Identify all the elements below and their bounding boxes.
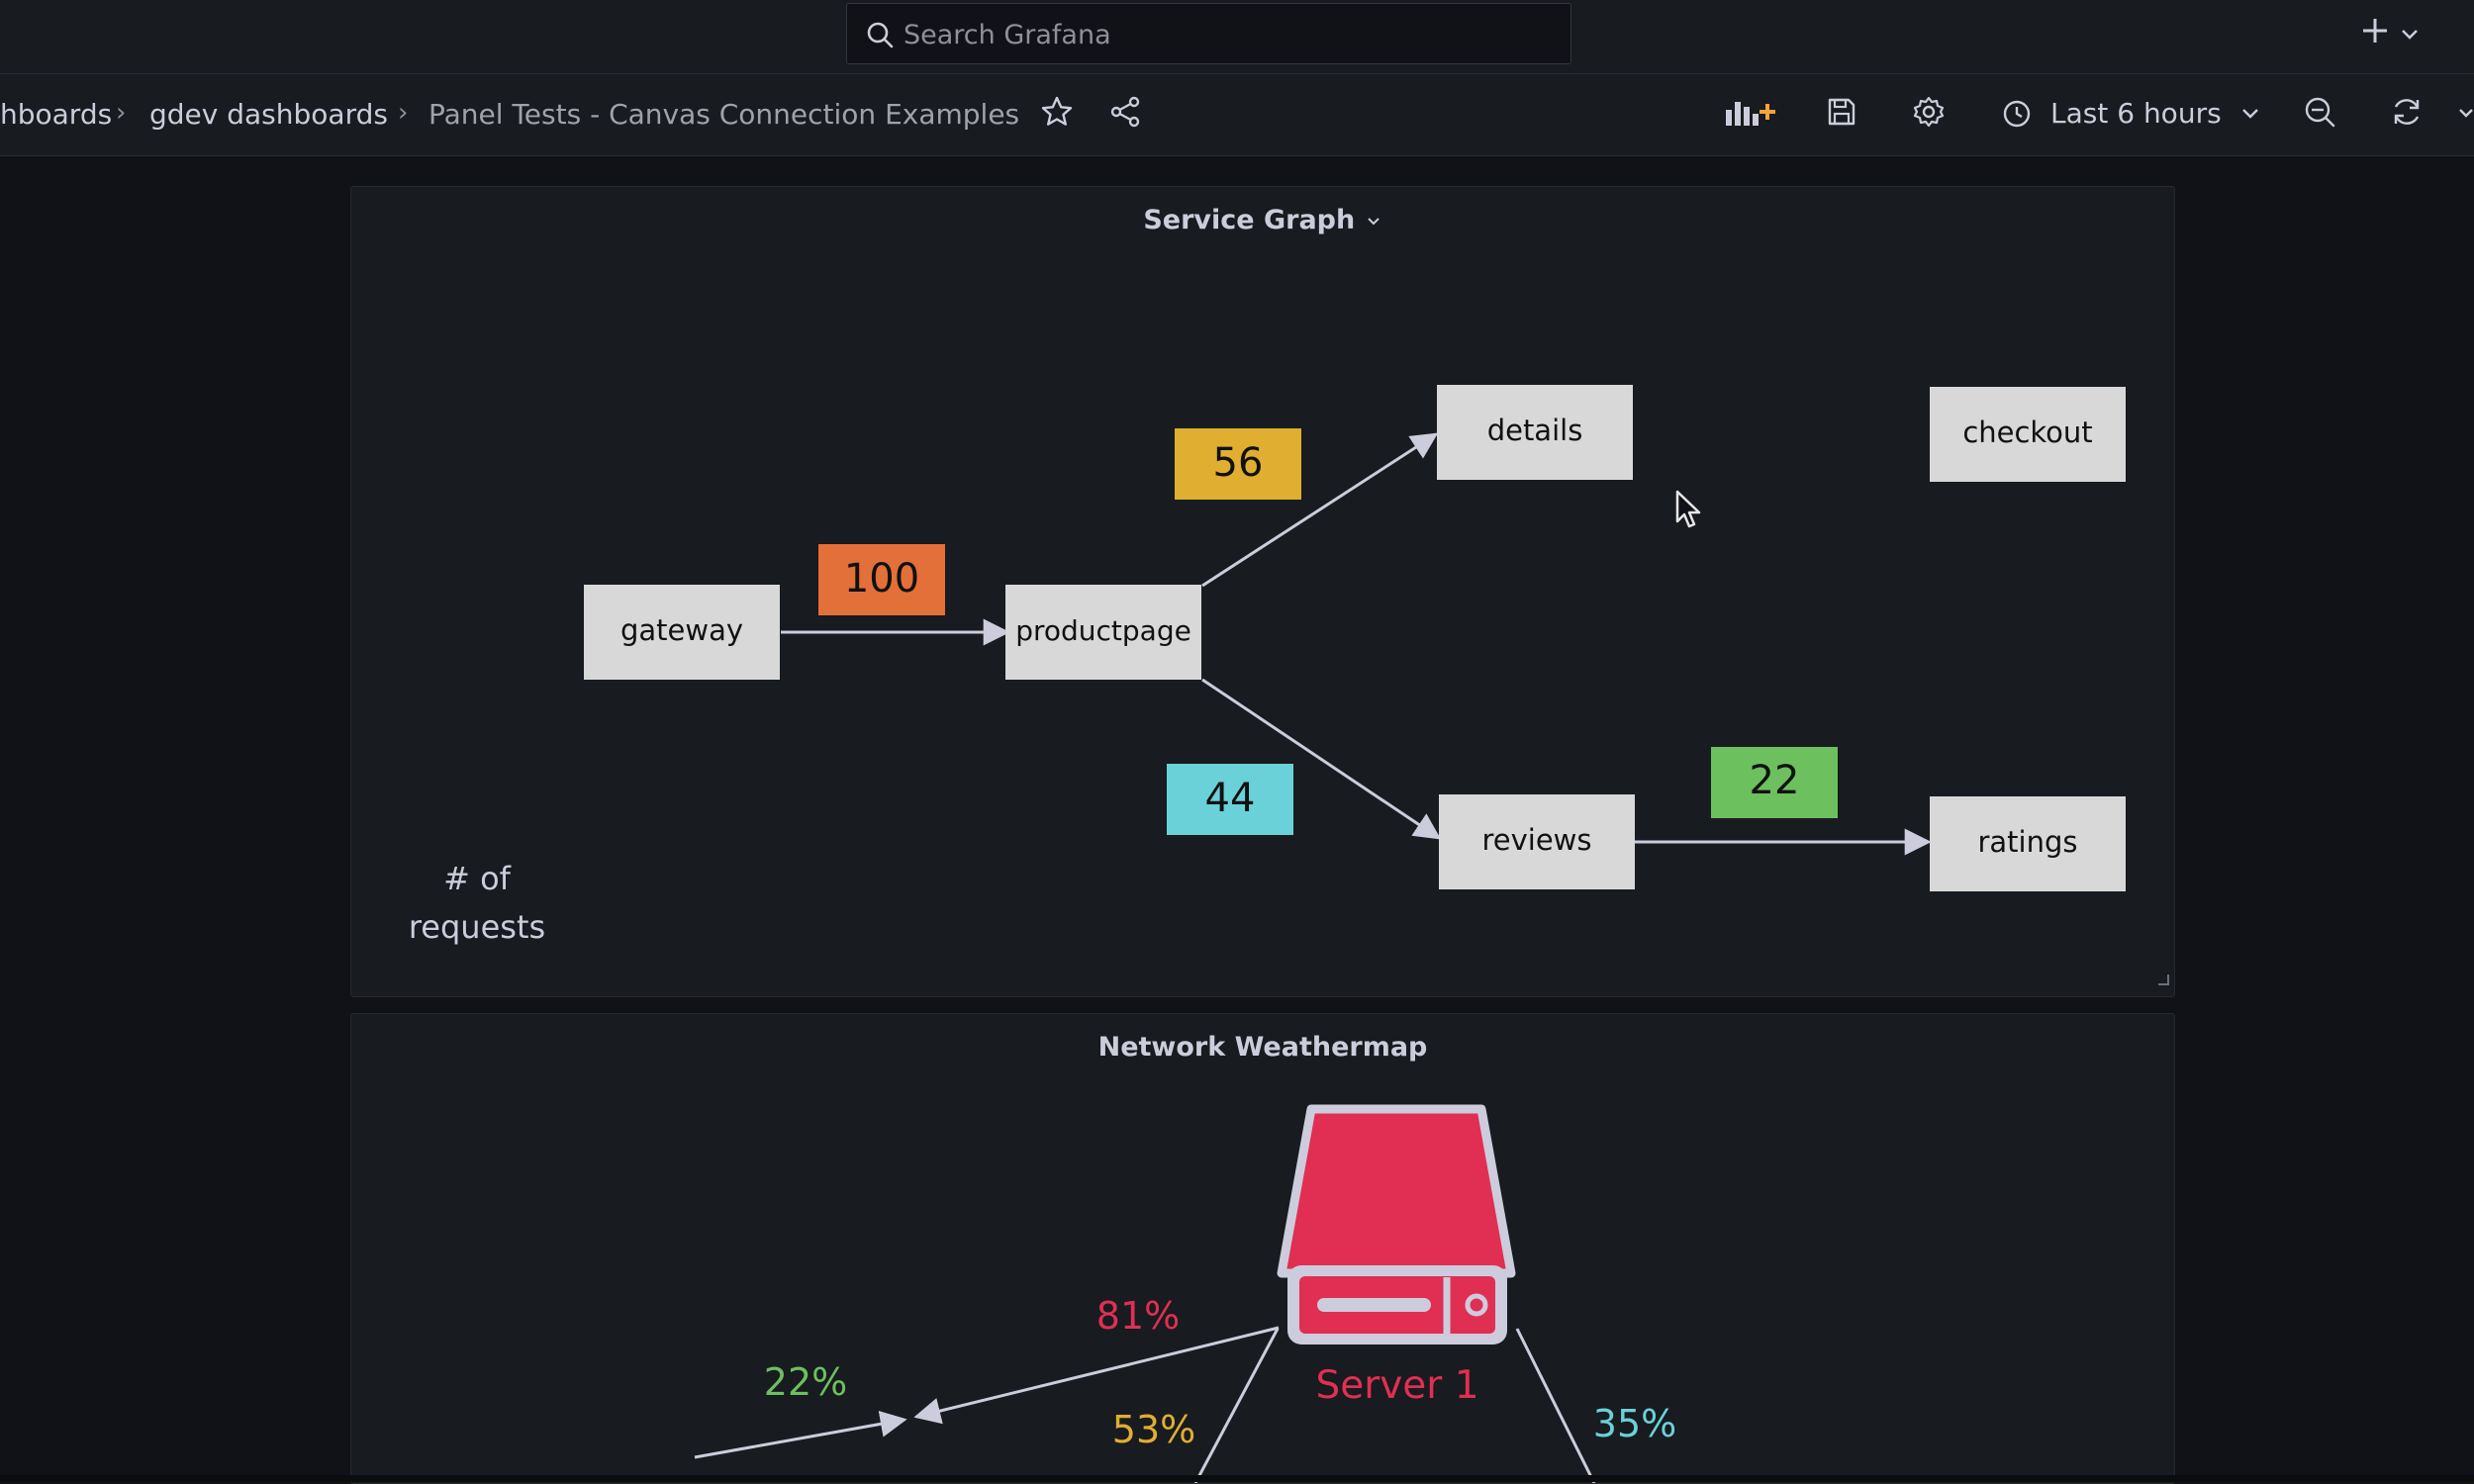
chevron-down-icon[interactable] bbox=[2400, 20, 2420, 49]
node-label: gateway bbox=[620, 613, 743, 647]
node-label: reviews bbox=[1481, 823, 1591, 857]
share-icon[interactable] bbox=[1108, 95, 1142, 129]
add-new-button[interactable] bbox=[2360, 14, 2390, 51]
panel-title[interactable]: Network Weathermap bbox=[1097, 1032, 1428, 1063]
node-productpage[interactable]: productpage bbox=[1005, 585, 1201, 680]
network-weathermap-panel: Network Weathermap Server 1 81% 2 bbox=[350, 1013, 2175, 1484]
service-graph-canvas: gateway productpage details reviews rati… bbox=[409, 385, 2169, 985]
node-gateway[interactable]: gateway bbox=[584, 585, 780, 680]
search-icon bbox=[867, 22, 894, 48]
star-icon[interactable] bbox=[1040, 95, 1074, 129]
save-icon[interactable] bbox=[1826, 96, 1857, 128]
utilization-label-22: 22% bbox=[764, 1360, 847, 1404]
node-label: checkout bbox=[1962, 416, 2092, 449]
legend-label-line1: # of bbox=[443, 860, 512, 897]
metric-badge-productpage-details: 56 bbox=[1175, 428, 1301, 500]
breadcrumb-separator-icon: › bbox=[398, 98, 409, 128]
utilization-label-81: 81% bbox=[1096, 1294, 1180, 1338]
breadcrumb-current-dashboard: Panel Tests - Canvas Connection Examples bbox=[428, 98, 1020, 131]
zoom-out-icon[interactable] bbox=[2303, 95, 2336, 129]
dashboard-nav-bar: hboards › gdev dashboards › Panel Tests … bbox=[0, 74, 2474, 156]
time-range-label: Last 6 hours bbox=[2050, 97, 2222, 130]
utilization-label-53: 53% bbox=[1112, 1408, 1195, 1451]
search-bar[interactable]: Search Grafana bbox=[846, 3, 1571, 64]
node-ratings[interactable]: ratings bbox=[1930, 796, 2126, 891]
plus-icon bbox=[2363, 19, 2387, 43]
clock-icon bbox=[2003, 100, 2031, 128]
settings-gear-icon[interactable] bbox=[1912, 95, 1946, 129]
connection-server-bottom-right bbox=[1515, 1328, 1596, 1483]
service-graph-panel: Service Graph gateway productpage detail… bbox=[350, 186, 2175, 997]
top-bar: Search Grafana bbox=[0, 0, 2474, 74]
node-checkout[interactable]: checkout bbox=[1930, 387, 2126, 482]
weathermap-canvas: Server 1 81% 22% 53% 35% bbox=[694, 1104, 1676, 1483]
utilization-label-35: 35% bbox=[1593, 1402, 1676, 1445]
server-label: Server 1 bbox=[1315, 1363, 1478, 1408]
add-panel-icon[interactable] bbox=[1724, 96, 1775, 130]
breadcrumb-separator-icon: › bbox=[116, 98, 127, 128]
svg-text:22: 22 bbox=[1750, 758, 1800, 803]
mouse-cursor-icon bbox=[1675, 490, 1701, 528]
svg-text:44: 44 bbox=[1205, 776, 1256, 821]
connection-server-left bbox=[913, 1326, 1280, 1425]
resize-handle-icon[interactable] bbox=[2158, 974, 2169, 985]
legend-label-line2: requests bbox=[409, 908, 545, 946]
search-placeholder: Search Grafana bbox=[904, 20, 1111, 50]
node-label: productpage bbox=[1015, 614, 1191, 647]
breadcrumb-folder[interactable]: gdev dashboards bbox=[149, 98, 388, 131]
refresh-icon[interactable] bbox=[2390, 95, 2424, 129]
metric-badge-gateway-productpage: 100 bbox=[818, 544, 945, 615]
metric-badge-reviews-ratings: 22 bbox=[1711, 747, 1838, 818]
connection-productpage-details bbox=[1201, 432, 1439, 588]
connection-server-bottom-left bbox=[1193, 1328, 1280, 1483]
node-label: details bbox=[1487, 414, 1583, 447]
server-icon[interactable] bbox=[1277, 1104, 1516, 1345]
chevron-down-icon bbox=[1367, 217, 1380, 225]
connection-left-hub bbox=[694, 1410, 907, 1459]
node-reviews[interactable]: reviews bbox=[1439, 794, 1635, 889]
bottom-edge bbox=[0, 1475, 2474, 1482]
breadcrumb-dashboards[interactable]: hboards bbox=[0, 98, 113, 131]
panel-title[interactable]: Service Graph bbox=[351, 205, 2174, 235]
node-label: ratings bbox=[1977, 825, 2077, 859]
metric-badge-productpage-reviews: 44 bbox=[1167, 764, 1293, 835]
connection-productpage-reviews bbox=[1201, 678, 1442, 840]
svg-text:100: 100 bbox=[844, 556, 919, 602]
node-details[interactable]: details bbox=[1437, 385, 1633, 480]
svg-text:56: 56 bbox=[1213, 440, 1264, 486]
chevron-down-icon bbox=[2242, 109, 2258, 119]
refresh-interval-chevron-icon[interactable] bbox=[2458, 102, 2474, 126]
